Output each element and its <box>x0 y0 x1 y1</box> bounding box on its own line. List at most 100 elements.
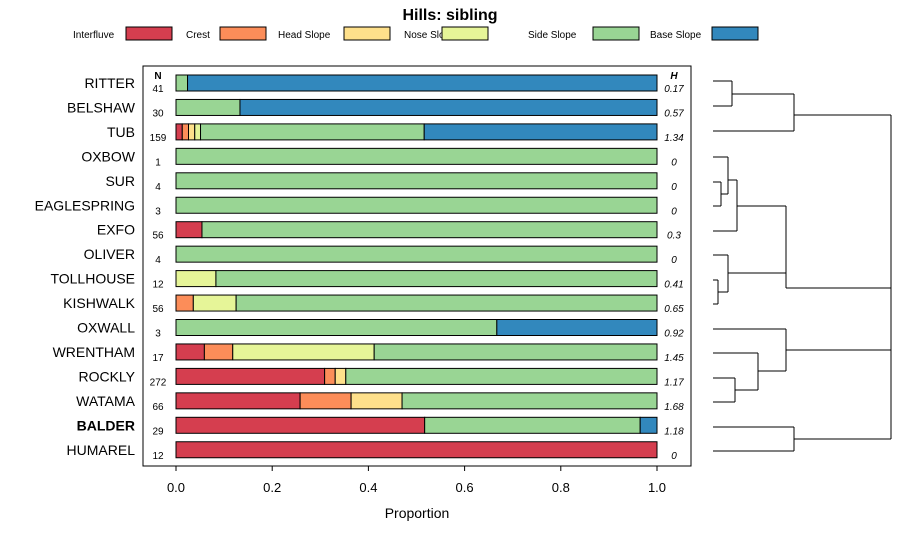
legend: Interfluve Crest Head Slope Nose Slope Side … <box>73 26 759 41</box>
bar-segment <box>215 270 658 288</box>
row-n-value: 3 <box>155 206 161 217</box>
bar-segment <box>181 123 190 141</box>
row-label: EAGLESPRING <box>35 197 135 213</box>
legend-swatch <box>441 26 489 41</box>
chart-title: Hills: sibling <box>402 7 497 24</box>
row-n-value: 12 <box>152 451 164 462</box>
row-h-value: 0 <box>671 157 677 168</box>
panel-border <box>142 65 692 467</box>
legend-swatch <box>125 26 173 41</box>
bar-segment <box>235 294 658 312</box>
bar-segment <box>175 123 183 141</box>
row-n-value: 56 <box>152 231 164 242</box>
legend-label: Side Slope <box>528 30 577 41</box>
row-label: OXWALL <box>77 320 135 336</box>
legend-swatch <box>592 26 640 41</box>
bar-segment <box>239 98 658 116</box>
bar-segment <box>175 147 658 165</box>
row-h-value: 0 <box>671 206 677 217</box>
row-label: WATAMA <box>76 393 136 409</box>
x-tick-label: 0.2 <box>263 480 281 495</box>
bar-segment <box>345 367 658 385</box>
row-h-value: 0.92 <box>664 329 684 340</box>
bar-segment <box>188 123 196 141</box>
row-label: BALDER <box>77 417 135 433</box>
row-n-value: 66 <box>152 402 164 413</box>
bar-segment <box>175 172 658 190</box>
x-tick-label: 0.4 <box>359 480 377 495</box>
legend-label: Nose Slope <box>404 30 456 41</box>
h-column-header: H <box>670 71 678 82</box>
legend-label: Crest <box>186 30 210 41</box>
bar-segment <box>639 416 658 434</box>
bar-segment <box>424 416 641 434</box>
x-axis-title: Proportion <box>385 505 450 521</box>
row-h-value: 0 <box>671 451 677 462</box>
row-n-value: 4 <box>155 182 161 193</box>
bar-segment <box>175 294 194 312</box>
row-label: OLIVER <box>84 246 135 262</box>
bar-segment <box>175 392 301 410</box>
bar-segment <box>203 343 234 361</box>
row-n-value: 1 <box>155 157 161 168</box>
bar-segment <box>232 343 375 361</box>
legend-label: Head Slope <box>278 30 331 41</box>
bar-segment <box>201 221 658 239</box>
row-label: KISHWALK <box>63 295 135 311</box>
bar-segment <box>192 294 237 312</box>
bar-segment <box>175 416 426 434</box>
row-label: ROCKLY <box>78 368 135 384</box>
bar-segment <box>175 98 241 116</box>
legend-swatch <box>711 26 759 41</box>
row-h-value: 0.17 <box>664 84 684 95</box>
bar-segment <box>194 123 202 141</box>
x-tick-label: 0.6 <box>456 480 474 495</box>
bar-segment <box>334 367 347 385</box>
row-n-value: 41 <box>152 84 164 95</box>
legend-swatch <box>219 26 267 41</box>
bar-segment <box>175 196 658 214</box>
row-h-value: 0 <box>671 255 677 266</box>
row-label: HUMAREL <box>67 442 136 458</box>
row-h-value: 1.45 <box>664 353 684 364</box>
row-h-value: 0.57 <box>664 108 684 119</box>
bar-segment <box>175 319 498 336</box>
row-h-value: 0.41 <box>664 280 683 291</box>
row-h-value: 1.34 <box>664 133 684 144</box>
row-n-value: 4 <box>155 255 161 266</box>
row-label: OXBOW <box>81 148 135 164</box>
row-h-value: 1.17 <box>664 377 684 388</box>
n-column-header: N <box>154 71 161 82</box>
bar-segment <box>175 441 658 459</box>
row-h-value: 0.3 <box>667 231 681 242</box>
bar-segment <box>299 392 352 410</box>
row-h-value: 0 <box>671 182 677 193</box>
bar-segment <box>350 392 403 410</box>
bar-segment <box>496 319 658 336</box>
bar-segment <box>175 74 189 92</box>
row-n-value: 12 <box>152 280 164 291</box>
legend-label: Base Slope <box>650 30 702 41</box>
row-label: WRENTHAM <box>53 344 135 360</box>
row-n-value: 30 <box>152 108 164 119</box>
bar-segment <box>373 343 658 361</box>
row-label: SUR <box>105 173 135 189</box>
row-n-value: 159 <box>150 133 167 144</box>
x-tick-label: 0.0 <box>167 480 185 495</box>
bar-segment <box>175 367 326 385</box>
bar-segment <box>175 270 217 288</box>
row-label: TOLLHOUSE <box>50 271 135 287</box>
legend-swatch <box>343 26 391 41</box>
row-h-value: 0.65 <box>664 304 684 315</box>
bar-segment <box>175 343 205 361</box>
x-tick-label: 1.0 <box>648 480 666 495</box>
row-n-value: 29 <box>152 426 164 437</box>
row-h-value: 1.68 <box>664 402 684 413</box>
row-n-value: 272 <box>150 377 167 388</box>
row-n-value: 17 <box>152 353 164 364</box>
row-label: EXFO <box>97 222 135 238</box>
row-label: TUB <box>107 124 135 140</box>
dendrogram <box>713 80 892 452</box>
bar-segment <box>187 74 658 92</box>
